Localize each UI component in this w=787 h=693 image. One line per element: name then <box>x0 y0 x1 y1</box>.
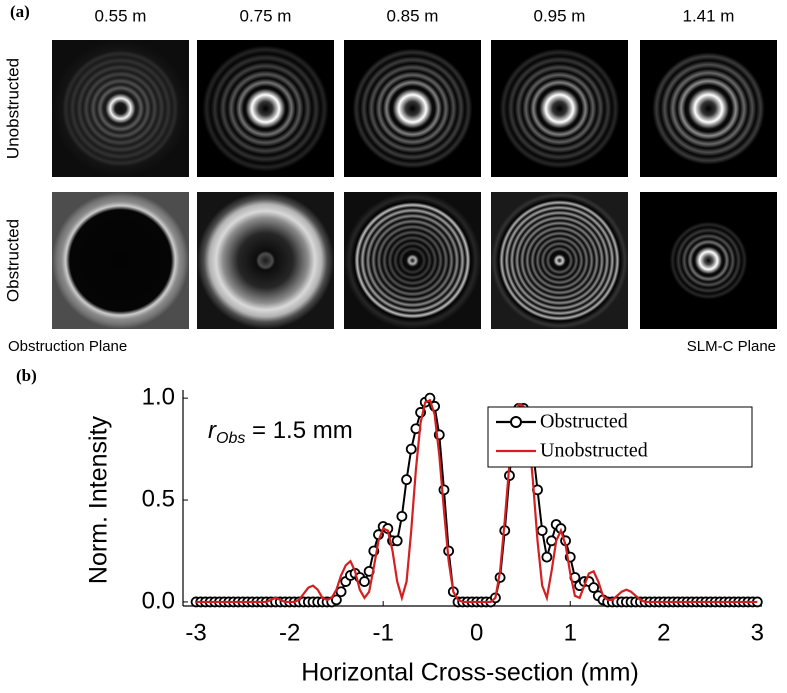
beam-image-pattern <box>344 192 481 329</box>
annotation: rObs = 1.5 mm <box>208 417 353 447</box>
series-line <box>196 398 758 604</box>
beam-image-pattern <box>640 40 777 177</box>
data-point <box>588 582 600 594</box>
data-point <box>396 510 408 522</box>
legend-box <box>487 406 753 468</box>
beam-image-pattern <box>491 192 628 329</box>
x-tick-label: -2 <box>279 619 300 646</box>
column-label: 0.55 m <box>95 6 147 25</box>
data-point <box>438 484 450 496</box>
row-label: Unobstructed <box>3 58 22 159</box>
beam-image-pattern <box>491 40 628 177</box>
beam-image-pattern <box>197 40 334 177</box>
y-tick-label: 0.5 <box>142 485 175 512</box>
data-point <box>391 535 403 547</box>
legend-label: Unobstructed <box>540 440 648 462</box>
data-point <box>335 586 347 598</box>
annotation-subscript: Obs <box>216 430 245 447</box>
annotation-symbol: r <box>208 417 217 444</box>
column-label: 0.95 m <box>534 6 586 25</box>
x-tick-label: 3 <box>751 619 764 646</box>
caption: SLM-C Plane <box>687 338 776 355</box>
x-tick-label: 1 <box>564 619 577 646</box>
column-label: 0.85 m <box>387 6 439 25</box>
x-tick-label: 2 <box>657 619 670 646</box>
x-tick-label: -3 <box>185 619 206 646</box>
data-point <box>541 551 553 563</box>
beam-image-pattern <box>52 40 189 177</box>
panel-label: (a) <box>10 2 30 21</box>
data-point <box>536 525 548 537</box>
legend-marker <box>510 416 522 428</box>
column-label: 0.75 m <box>240 6 292 25</box>
annotation-text: = 1.5 mm <box>245 417 352 444</box>
data-point <box>331 594 342 606</box>
panel-label: (b) <box>16 366 37 385</box>
x-tick-label: -1 <box>372 619 393 646</box>
legend-label: Obstructed <box>540 411 628 433</box>
column-label: 1.41 m <box>683 6 735 25</box>
row-label: Obstructed <box>3 219 22 302</box>
y-axis-label: Norm. Intensity <box>85 415 113 584</box>
data-point <box>401 474 412 486</box>
y-tick-label: 0.0 <box>142 587 175 614</box>
data-point <box>405 443 417 455</box>
beam-image-pattern <box>344 40 481 177</box>
beam-image-pattern <box>52 192 189 329</box>
data-point <box>359 576 370 587</box>
beam-image-pattern <box>640 192 777 329</box>
x-axis-label: Horizontal Cross-section (mm) <box>301 659 639 687</box>
x-tick-label: 0 <box>470 619 483 646</box>
y-tick-label: 1.0 <box>142 383 175 410</box>
beam-image-pattern <box>197 192 334 329</box>
caption: Obstruction Plane <box>8 338 127 355</box>
